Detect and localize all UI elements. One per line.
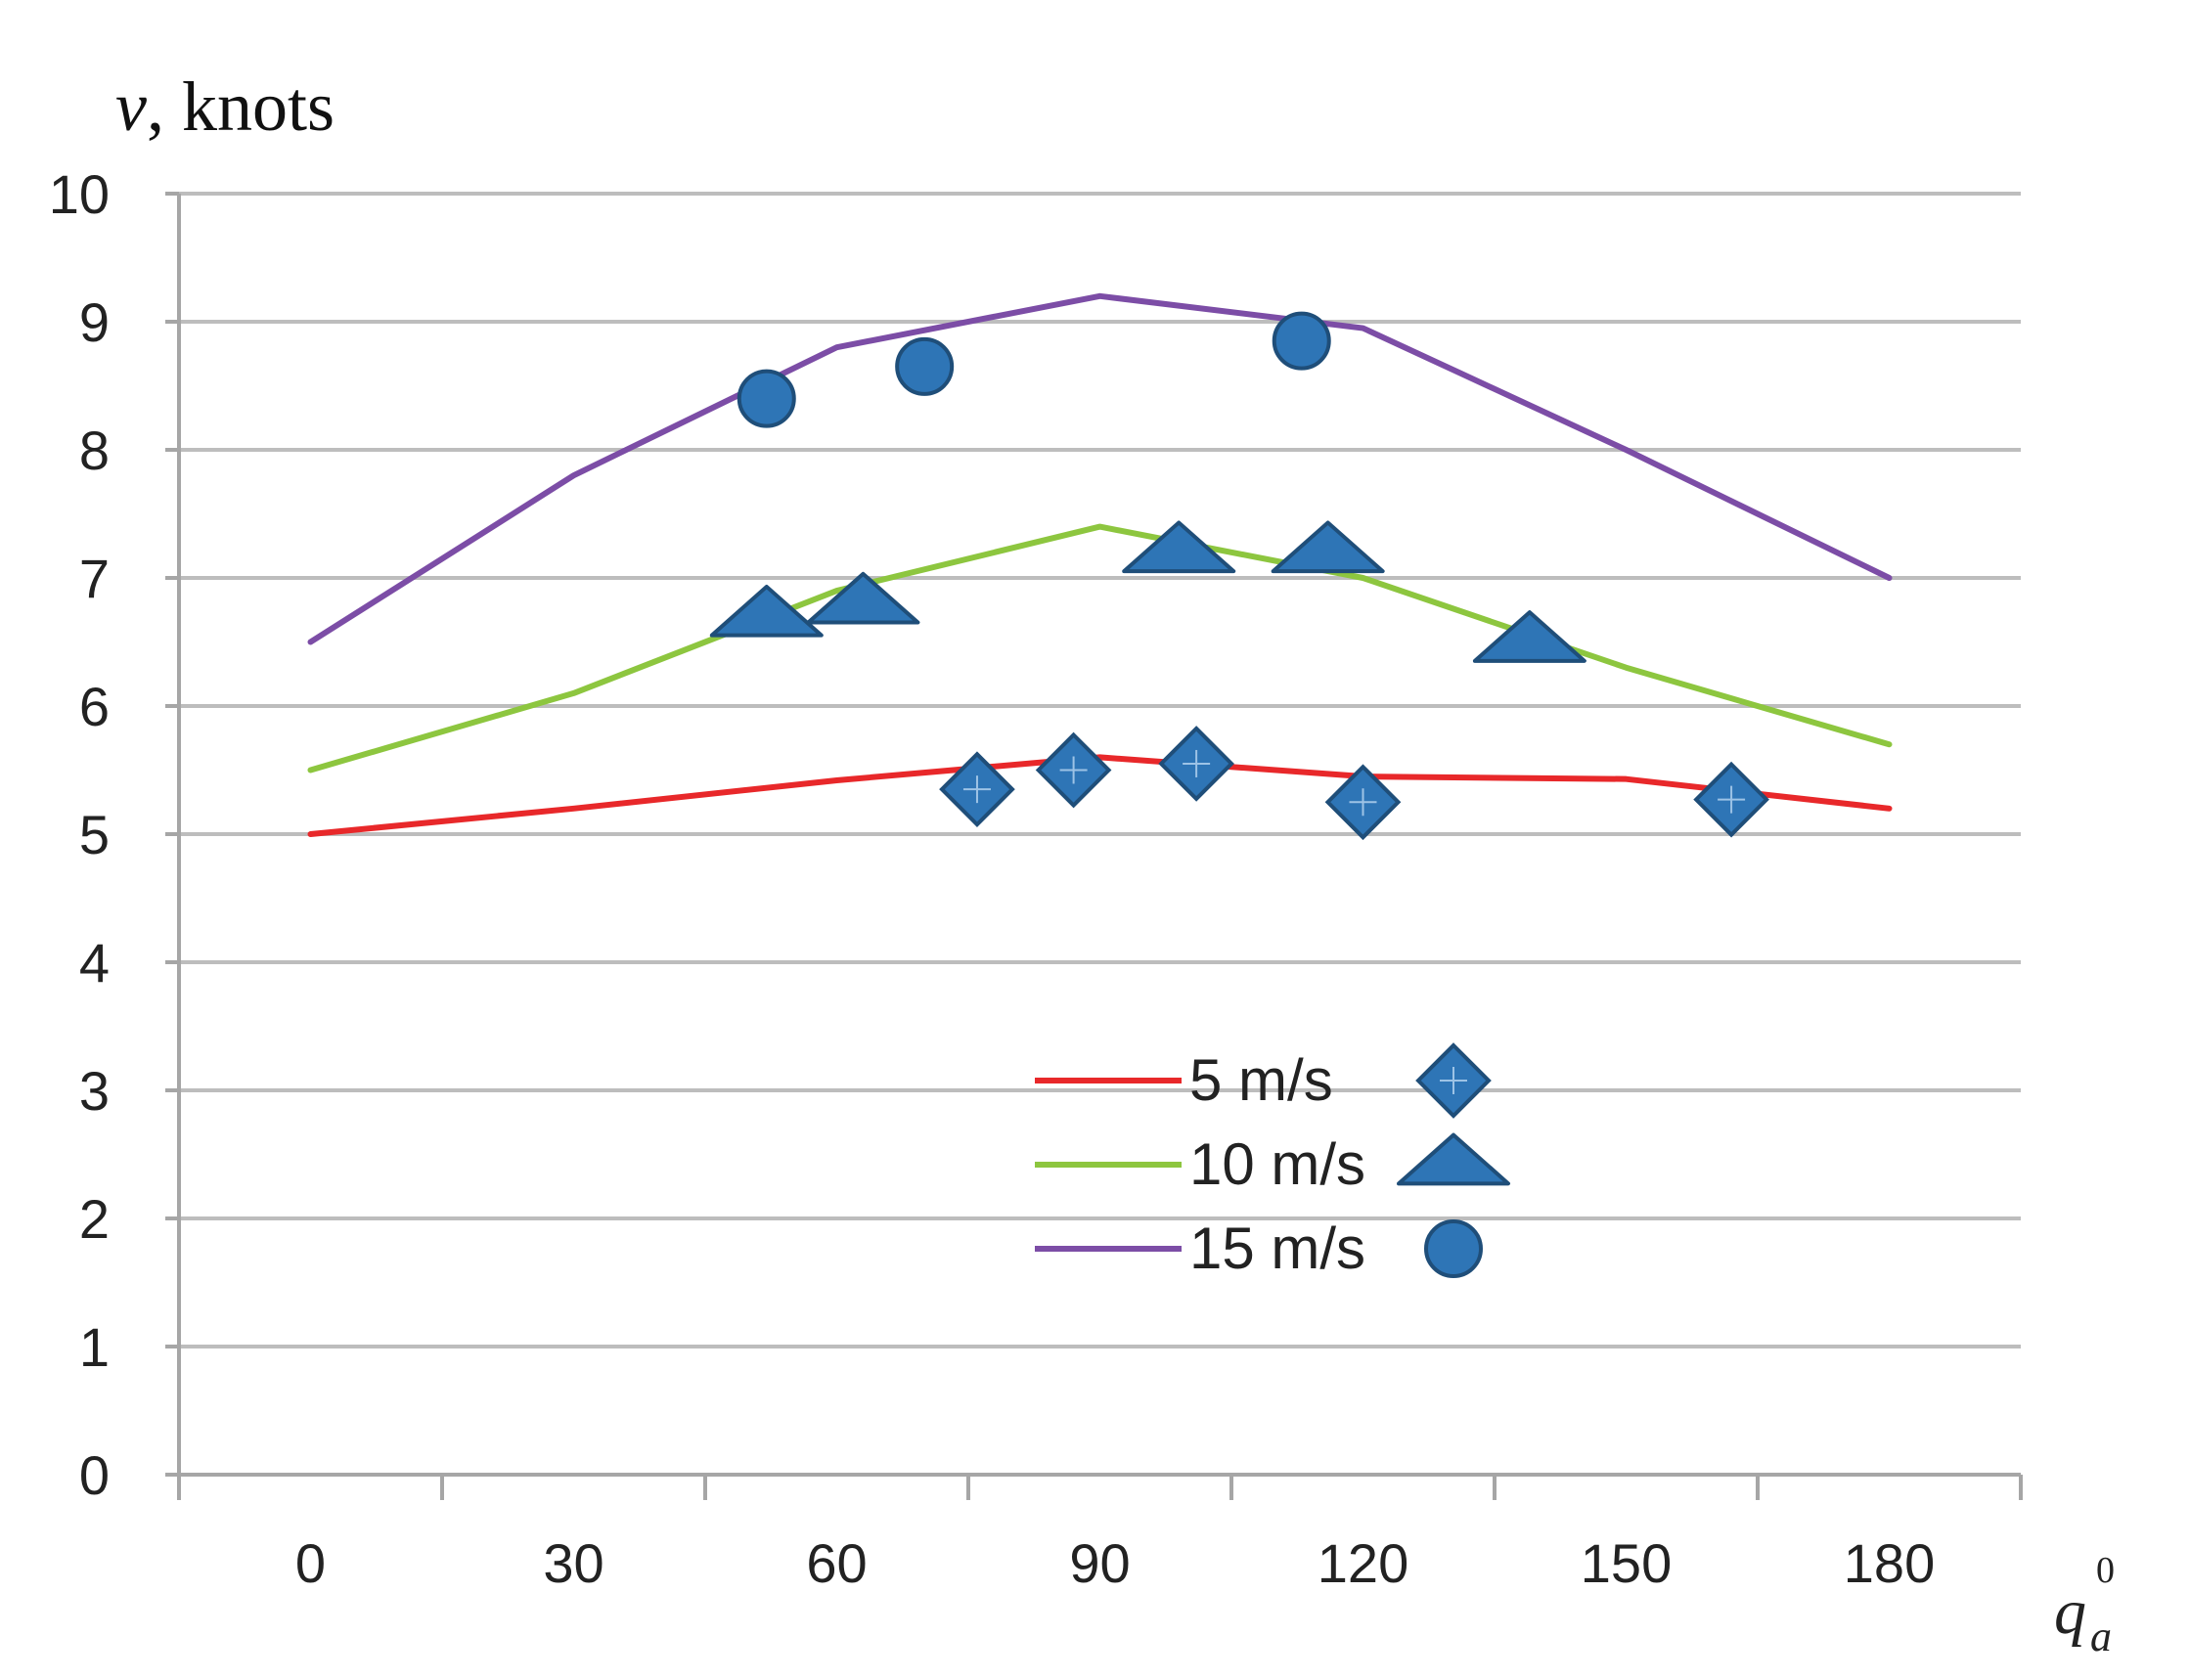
legend-label-2: 15 m/s — [1189, 1216, 1365, 1281]
y-tick-label-3: 3 — [79, 1060, 110, 1122]
x-tick-label-30: 30 — [543, 1532, 603, 1594]
y-tick-label-4: 4 — [79, 932, 110, 994]
y-axis-label: v, knots — [115, 67, 335, 146]
markers — [709, 311, 1769, 841]
x-axis-label: q a 0 — [2054, 1550, 2115, 1660]
y-tick-label-0: 0 — [79, 1444, 110, 1506]
legend-marker-2 — [1424, 1219, 1483, 1278]
x-axis-subscript: a — [2090, 1613, 2112, 1660]
x-axis-superscript: 0 — [2096, 1550, 2115, 1591]
series-line-1 — [307, 523, 1893, 774]
y-axis-unit: , knots — [147, 67, 335, 146]
x-tick-labels: 0 30 60 90 120 150 180 — [295, 1532, 1935, 1594]
y-tick-label-1: 1 — [79, 1316, 110, 1378]
axes — [165, 192, 2023, 1500]
data-point-2-1 — [895, 336, 955, 396]
x-axis-variable: q — [2054, 1576, 2086, 1648]
x-tick-label-180: 180 — [1844, 1532, 1935, 1594]
y-tick-label-6: 6 — [79, 676, 110, 737]
legend-label-1: 10 m/s — [1189, 1131, 1365, 1197]
legend-marker-1 — [1397, 1132, 1510, 1186]
legend-marker-0 — [1415, 1042, 1492, 1119]
series — [307, 292, 1893, 837]
legend: 5 m/s 10 m/s 15 m/s — [1035, 1042, 1510, 1281]
data-point-2-2 — [1272, 311, 1331, 371]
y-tick-label-7: 7 — [79, 548, 110, 609]
y-tick-labels: 0 1 2 3 4 5 6 7 8 9 10 — [49, 163, 110, 1506]
data-point-1-3 — [1271, 520, 1385, 574]
data-point-1-2 — [1122, 520, 1236, 574]
y-tick-label-8: 8 — [79, 420, 110, 481]
x-tick-label-120: 120 — [1318, 1532, 1408, 1594]
grid-lines — [179, 192, 2021, 1348]
x-tick-label-90: 90 — [1069, 1532, 1130, 1594]
series-line-2 — [307, 292, 1893, 645]
data-point-1-0 — [709, 584, 824, 638]
data-point-0-1 — [1035, 731, 1112, 809]
y-tick-label-10: 10 — [49, 163, 110, 225]
data-point-0-4 — [1693, 761, 1769, 838]
y-axis-variable: v — [115, 67, 147, 146]
x-tick-label-150: 150 — [1581, 1532, 1672, 1594]
x-tick-label-0: 0 — [295, 1532, 326, 1594]
data-point-0-2 — [1158, 726, 1234, 802]
y-tick-label-2: 2 — [79, 1188, 110, 1250]
y-tick-label-9: 9 — [79, 291, 110, 353]
y-tick-label-5: 5 — [79, 804, 110, 865]
data-point-0-3 — [1324, 764, 1402, 841]
series-line-0 — [307, 754, 1893, 837]
data-point-1-4 — [1472, 610, 1586, 663]
legend-label-0: 5 m/s — [1189, 1047, 1333, 1113]
data-point-1-1 — [806, 571, 920, 625]
data-point-2-0 — [737, 369, 796, 428]
x-tick-label-60: 60 — [806, 1532, 867, 1594]
data-point-0-0 — [939, 751, 1015, 827]
